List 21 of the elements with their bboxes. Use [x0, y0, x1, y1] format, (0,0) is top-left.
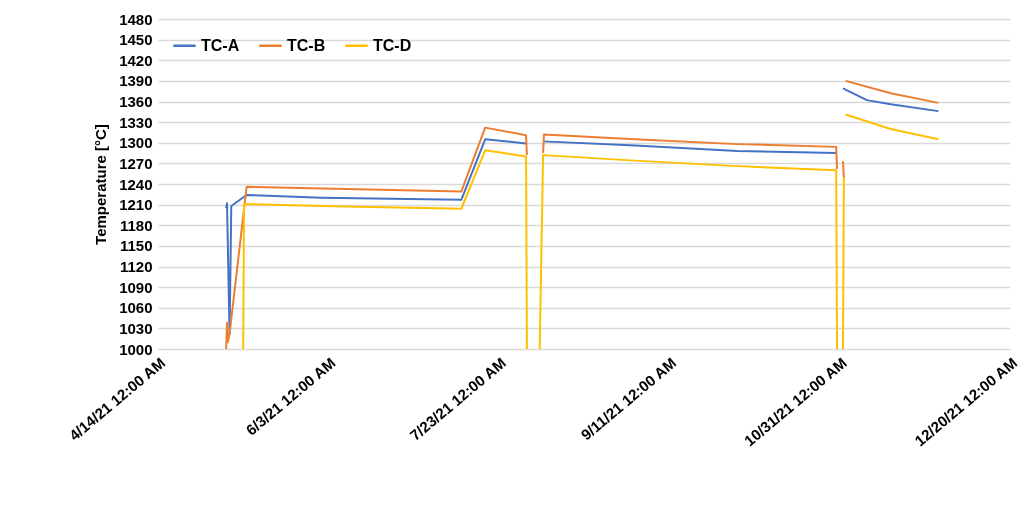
y-tick-label: 1090	[119, 278, 153, 296]
y-tick-label: 1390	[119, 72, 153, 90]
legend-label: TC-A	[201, 36, 240, 54]
y-tick-label: 1120	[119, 258, 153, 275]
y-tick-label: 1450	[119, 31, 153, 49]
y-tick-label: 1060	[119, 299, 153, 317]
y-tick-label: 1210	[119, 196, 153, 214]
legend-label: TC-D	[373, 36, 412, 54]
y-tick-label: 1300	[119, 134, 153, 152]
y-axis-title: Temperature [°C]	[92, 124, 110, 245]
y-tick-label: 1180	[119, 216, 153, 234]
y-tick-label: 1330	[119, 113, 153, 131]
y-tick-label: 1270	[119, 154, 153, 172]
y-tick-label: 1240	[119, 175, 153, 193]
y-tick-label: 1420	[119, 51, 153, 69]
y-tick-label: 1480	[119, 10, 153, 28]
y-tick-label: 1030	[119, 319, 153, 337]
legend-label: TC-B	[287, 36, 326, 54]
y-tick-label: 1360	[119, 93, 153, 110]
y-tick-label: 1150	[119, 237, 153, 255]
y-tick-label: 1000	[119, 340, 153, 358]
